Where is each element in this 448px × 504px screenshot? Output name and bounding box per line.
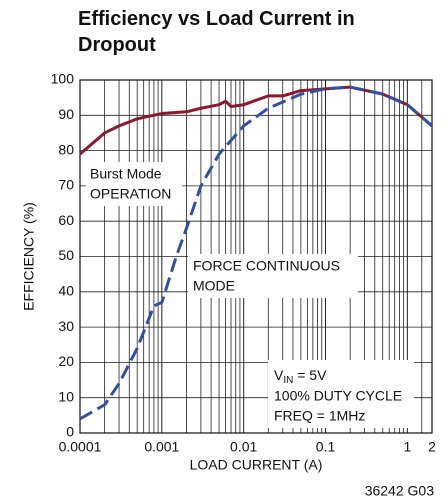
y-tick-label: 60 [58,212,74,228]
figure-code: 36242 G03 [365,483,434,499]
force-label: MODE [193,278,235,294]
freq-label: FREQ = 1MHz [274,408,365,424]
burst-label: OPERATION [90,186,171,202]
y-tick-label: 90 [58,106,74,122]
chart-title: Efficiency vs Load Current in Dropout [78,8,355,56]
vin-sub: IN [283,375,293,386]
y-tick-label: 70 [58,177,74,193]
series-line [79,85,433,421]
y-tick-label: 50 [58,247,74,263]
x-axis-label: LOAD CURRENT (A) [190,457,323,473]
x-tick-label: 2 [428,439,436,455]
y-tick-label: 40 [58,283,74,299]
plot-frame [79,79,433,434]
y-tick-label: 0 [66,424,74,440]
conditions-box [268,360,414,428]
x-tick-label: 0.001 [144,439,179,455]
x-tick-label: 0.01 [230,439,257,455]
x-tick-label: 0.1 [316,439,336,455]
vin-main: V [274,367,284,383]
burst-label-box [86,162,182,206]
y-tick-label: 30 [58,318,74,334]
y-tick-label: 80 [58,141,74,157]
y-tick-label: 100 [51,71,75,87]
y-tick-label: 20 [58,353,74,369]
x-tick-label: 0.0001 [59,439,102,455]
x-tick-label: 1 [403,439,411,455]
duty-label: 100% DUTY CYCLE [274,388,402,404]
force-label: FORCE CONTINUOUS [193,258,340,274]
burst-label: Burst Mode [90,166,162,182]
vin-label: VIN = 5V [274,367,327,386]
y-tick-label: 10 [58,388,74,404]
y-axis-label: EFFICIENCY (%) [21,202,37,311]
vin-rest: = 5V [293,367,327,383]
force-label-box [188,254,358,298]
